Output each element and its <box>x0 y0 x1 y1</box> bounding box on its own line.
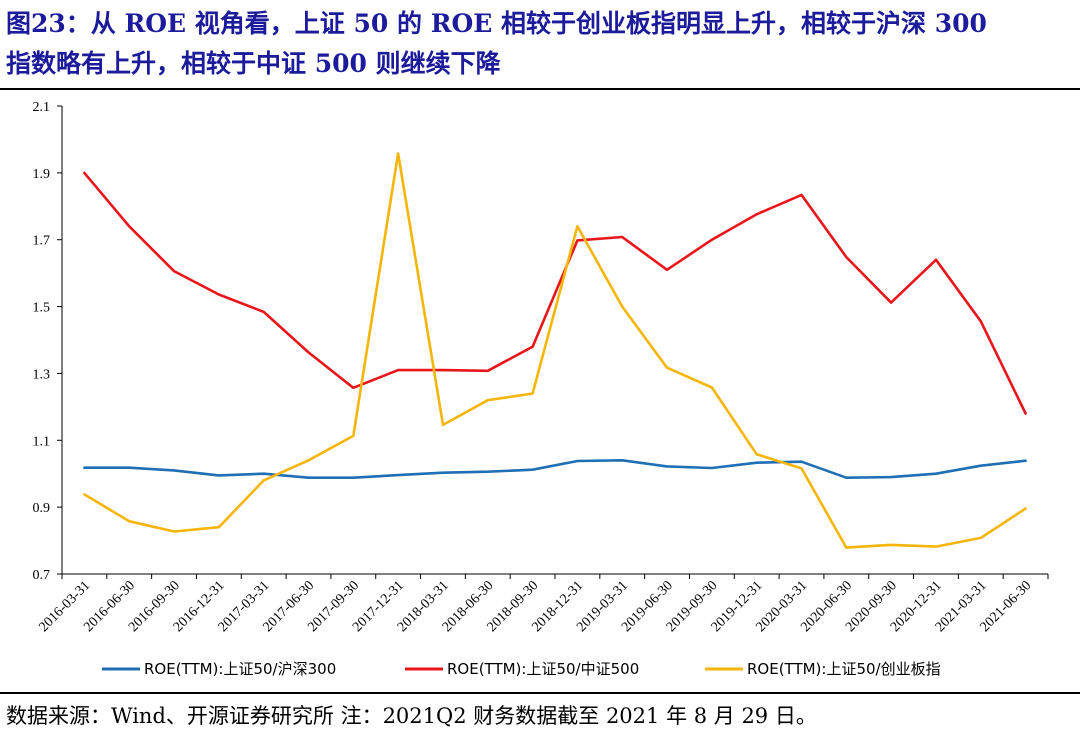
legend-label-3: ROE(TTM):上证50/创业板指 <box>747 660 941 678</box>
figure-title-line-2: 指数略有上升，相较于中证 500 则继续下降 <box>6 49 501 78</box>
series-line-2 <box>83 171 1027 415</box>
y-tick-label: 1.1 <box>33 434 51 449</box>
roe-line-chart: 0.7 0.9 1.1 1.3 1.5 1.7 1.9 2.1 2016-03-312016-… <box>33 100 1049 678</box>
source-note: 数据来源：Wind、开源证券研究所 注：2021Q2 财务数据截至 2021 年… <box>6 704 817 728</box>
x-tick-labels: 2016-03-312016-06-302016-09-302016-12-31… <box>36 578 1034 635</box>
legend-label-2: ROE(TTM):上证50/中证500 <box>447 660 639 678</box>
y-tick-label: 2.1 <box>33 100 51 115</box>
bottom-rule <box>0 692 1080 694</box>
y-tick-label: 1.3 <box>33 367 51 382</box>
chart-legend: ROE(TTM):上证50/沪深300 ROE(TTM):上证50/中证500 RO… <box>102 660 941 678</box>
series-line-3 <box>83 152 1027 549</box>
chart-axes: 0.7 0.9 1.1 1.3 1.5 1.7 1.9 2.1 <box>33 100 1049 583</box>
y-tick-label: 0.9 <box>33 501 51 516</box>
y-tick-label: 1.9 <box>33 167 51 182</box>
y-tick-label: 0.7 <box>33 568 51 583</box>
top-rule <box>0 88 1080 90</box>
chart-series-lines <box>83 152 1027 549</box>
series-line-1 <box>83 458 1027 480</box>
y-tick-label: 1.5 <box>33 301 51 316</box>
figure-title: 图23：从 ROE 视角看，上证 50 的 ROE 相较于创业板指明显上升，相较… <box>6 4 1072 84</box>
y-tick-label: 1.7 <box>33 234 51 249</box>
legend-label-1: ROE(TTM):上证50/沪深300 <box>144 660 336 678</box>
figure-title-line-1: 图23：从 ROE 视角看，上证 50 的 ROE 相较于创业板指明显上升，相较… <box>6 9 987 38</box>
